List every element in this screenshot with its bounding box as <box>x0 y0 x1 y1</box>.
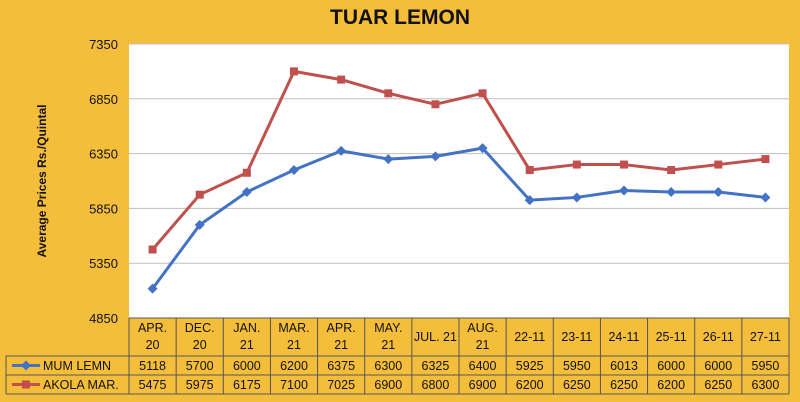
data-point <box>289 165 299 176</box>
table-cell: 5925 <box>516 359 544 373</box>
legend-label: MUM LEMN <box>43 359 111 373</box>
data-point <box>714 160 723 169</box>
data-point <box>619 185 629 196</box>
x-tick-label: JAN. <box>233 321 260 335</box>
data-point <box>195 190 204 199</box>
table-cell: 6175 <box>233 378 261 392</box>
x-tick-label: 24-11 <box>608 330 639 344</box>
y-tick-label: 5350 <box>89 256 118 271</box>
x-tick-label: 20 <box>193 338 207 352</box>
chart-title: TUAR LEMON <box>330 6 470 29</box>
table-cell: 6000 <box>657 359 685 373</box>
data-point <box>430 151 441 162</box>
data-point <box>384 89 393 98</box>
series-line <box>151 69 766 251</box>
table-cell: 6250 <box>704 378 732 392</box>
table-cell: 6325 <box>422 359 450 373</box>
data-point <box>241 186 252 197</box>
legend-label: AKOLA MAR. <box>43 378 119 392</box>
x-tick-label: DEC. <box>185 321 215 335</box>
data-point <box>242 168 251 177</box>
x-tick-label: 21 <box>334 338 348 352</box>
data-point <box>194 219 205 230</box>
data-point <box>572 160 581 169</box>
series-line <box>151 146 766 290</box>
x-tick-label: 21 <box>240 338 254 352</box>
table-cell: 6013 <box>610 359 638 373</box>
table-cell: 6250 <box>563 378 591 392</box>
table-cell: 6800 <box>422 378 450 392</box>
data-point <box>477 143 488 154</box>
table-cell: 6000 <box>704 359 732 373</box>
x-tick-label: 21 <box>287 338 301 352</box>
x-tick-label: 25-11 <box>656 330 687 344</box>
plot-area <box>129 44 789 318</box>
data-table: APR. 20 DEC. 20 JAN. 21 MAR. 21 APR. 21 MAY. 21 JUL.… <box>5 317 790 395</box>
legend-key-marker <box>21 360 31 371</box>
table-cell: 6250 <box>610 378 638 392</box>
data-point <box>337 75 346 84</box>
x-tick-label: 22-11 <box>514 330 545 344</box>
table-cell: 5700 <box>186 359 214 373</box>
table-cell: 5118 <box>139 359 166 373</box>
y-tick-label: 7350 <box>89 37 118 52</box>
x-tick-label: MAR. <box>278 321 309 335</box>
table-cell: 6200 <box>280 359 308 373</box>
series-markers <box>147 67 771 294</box>
x-tick-label: 21 <box>476 338 490 352</box>
x-tick-label: 23-11 <box>561 330 592 344</box>
data-point <box>620 160 628 169</box>
data-point <box>713 186 724 197</box>
x-tick-label: APR. <box>327 321 356 335</box>
legend-key-marker <box>22 380 30 389</box>
x-tick-label: 26-11 <box>703 330 734 344</box>
table-cell: 7025 <box>327 378 355 392</box>
data-point <box>478 89 487 98</box>
data-point <box>760 192 771 203</box>
x-tick-label: 20 <box>146 338 160 352</box>
table-cell: 6000 <box>233 359 261 373</box>
table-cell: 6900 <box>469 378 497 392</box>
table-cell: 6200 <box>516 378 544 392</box>
data-point <box>761 155 770 164</box>
table-cell: 6200 <box>657 378 685 392</box>
table-cell: 5950 <box>563 359 591 373</box>
x-tick-label: APR. <box>138 321 167 335</box>
x-tick-label: AUG. <box>467 321 498 335</box>
x-tick-label: JUL. 21 <box>414 330 457 344</box>
table-cell: 6300 <box>374 359 402 373</box>
data-point <box>336 145 347 156</box>
data-point <box>666 186 677 197</box>
data-point <box>431 100 440 109</box>
data-point <box>383 154 394 165</box>
series-lines <box>151 69 766 290</box>
data-point <box>667 166 676 175</box>
x-tick-label: 27-11 <box>750 330 781 344</box>
data-point <box>148 245 157 254</box>
data-point <box>147 283 158 294</box>
y-tick-label: 5850 <box>89 201 118 216</box>
data-point <box>524 195 535 206</box>
table-cell: 5475 <box>139 378 167 392</box>
table-cell: 5975 <box>186 378 214 392</box>
y-tick-labels: 4850 5350 5850 6350 6850 7350 <box>89 37 118 326</box>
table-cell: 6900 <box>374 378 402 392</box>
table-cell: 7100 <box>280 378 308 392</box>
table-cell: 6300 <box>752 378 780 392</box>
data-point <box>525 166 534 175</box>
data-point <box>571 192 582 203</box>
y-tick-label: 6350 <box>89 147 118 162</box>
y-tick-label: 4850 <box>89 311 118 326</box>
x-tick-label: MAY. <box>374 321 402 335</box>
table-cell: 6400 <box>469 359 497 373</box>
y-tick-label: 6850 <box>89 92 118 107</box>
table-cell: 6375 <box>327 359 355 373</box>
x-tick-label: 21 <box>381 338 395 352</box>
table-cell: 5950 <box>752 359 780 373</box>
data-point <box>290 67 298 76</box>
